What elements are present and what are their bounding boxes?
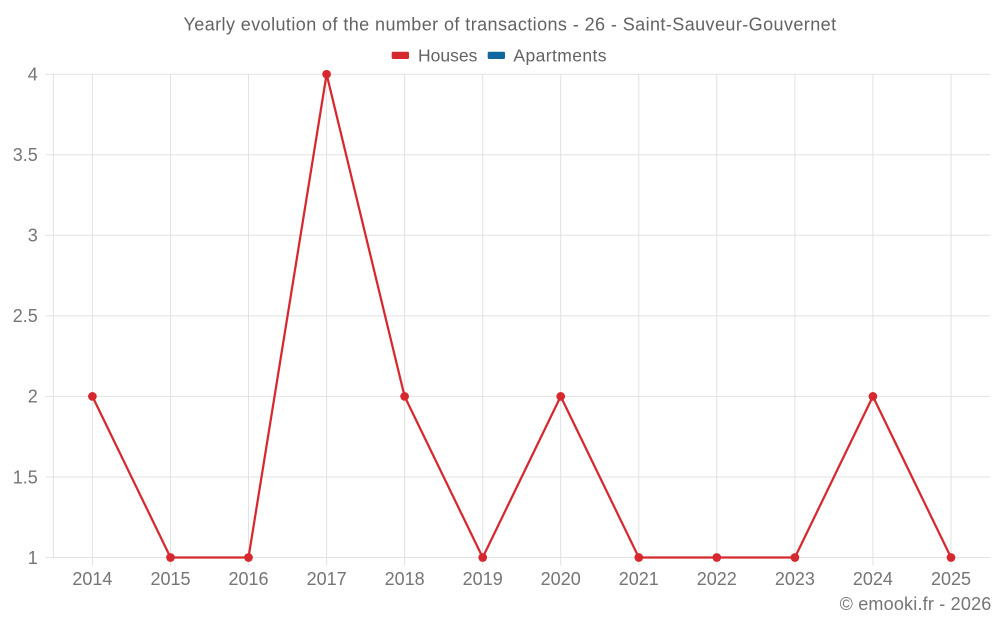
svg-text:2017: 2017: [307, 569, 347, 589]
svg-text:2015: 2015: [150, 569, 190, 589]
svg-text:2022: 2022: [697, 569, 737, 589]
svg-text:3: 3: [28, 226, 38, 246]
svg-text:Yearly evolution of the number: Yearly evolution of the number of transa…: [183, 15, 836, 35]
svg-text:2016: 2016: [228, 569, 268, 589]
svg-text:2.5: 2.5: [13, 306, 38, 326]
svg-text:2021: 2021: [619, 569, 659, 589]
svg-text:2019: 2019: [463, 569, 503, 589]
svg-text:3.5: 3.5: [13, 145, 38, 165]
svg-text:2020: 2020: [541, 569, 581, 589]
svg-text:2: 2: [28, 387, 38, 407]
svg-text:2014: 2014: [72, 569, 112, 589]
svg-text:Houses: Houses: [418, 46, 478, 66]
svg-text:2018: 2018: [385, 569, 425, 589]
svg-text:1: 1: [28, 548, 38, 568]
svg-text:1.5: 1.5: [13, 467, 38, 487]
svg-text:2024: 2024: [853, 569, 893, 589]
svg-text:4: 4: [28, 65, 38, 85]
svg-text:© emooki.fr - 2026: © emooki.fr - 2026: [840, 594, 992, 614]
svg-text:2025: 2025: [931, 569, 971, 589]
svg-text:Apartments: Apartments: [513, 46, 606, 66]
svg-text:2023: 2023: [775, 569, 815, 589]
